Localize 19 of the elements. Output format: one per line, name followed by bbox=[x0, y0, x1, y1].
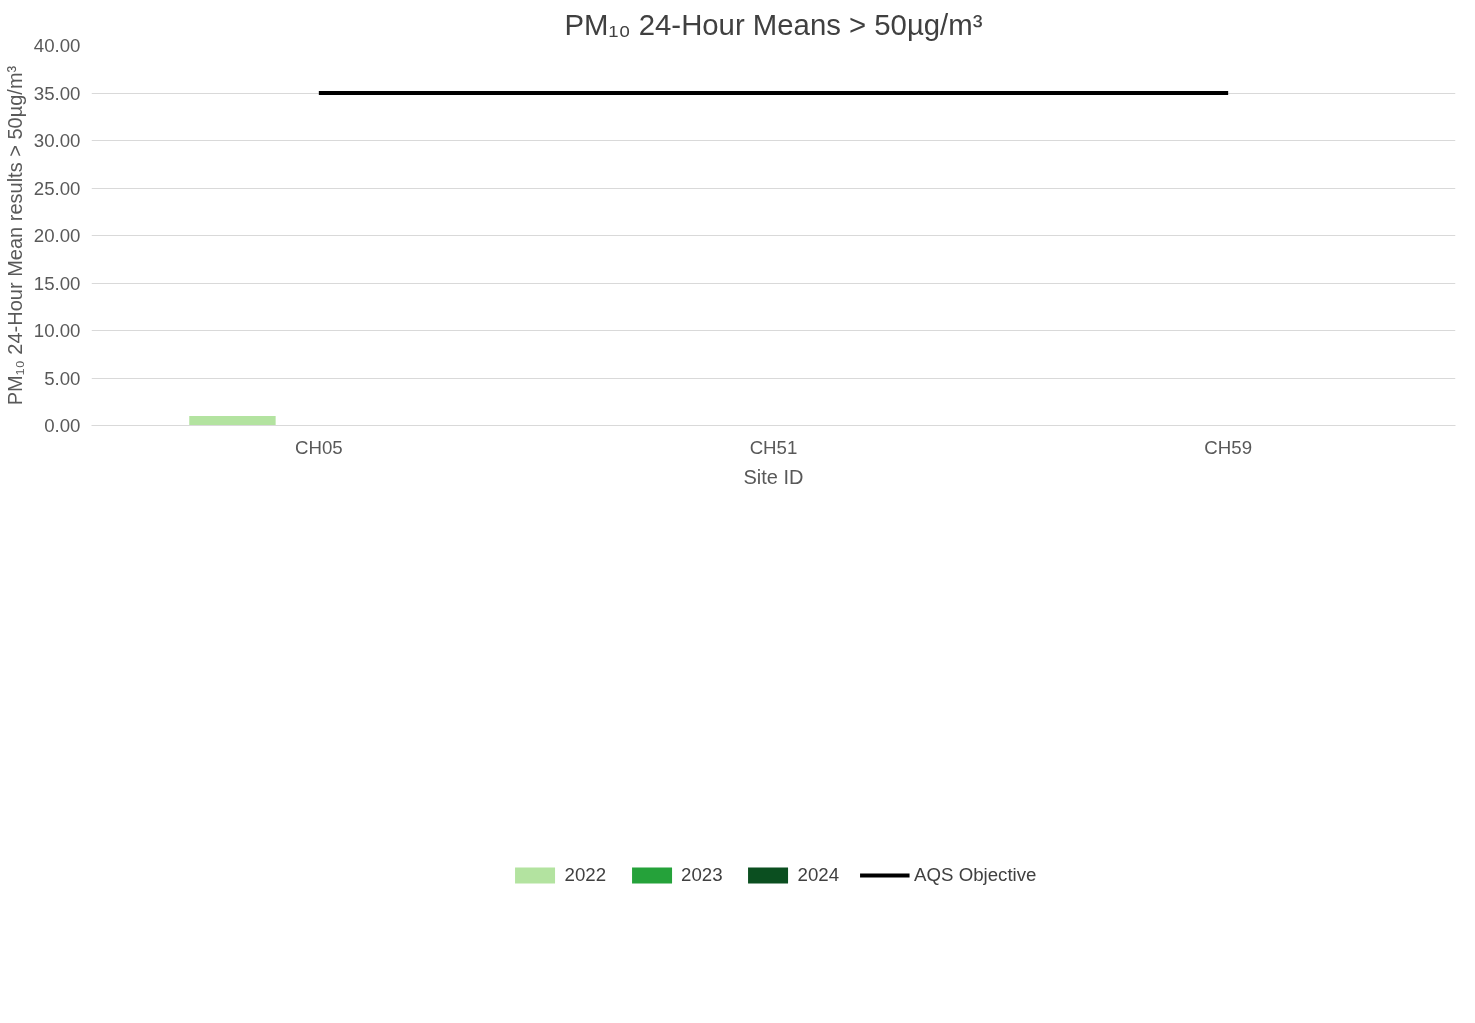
y-tick-label: 5.00 bbox=[44, 367, 81, 389]
y-tick-label: 25.00 bbox=[33, 177, 81, 199]
chart-title: PM₁₀ 24-Hour Means > 50µg/m³ bbox=[564, 7, 983, 41]
legend-label: 2024 bbox=[797, 863, 840, 886]
x-tick-label: CH59 bbox=[1204, 436, 1253, 458]
y-tick-label: 20.00 bbox=[33, 225, 81, 246]
x-axis-title: Site ID bbox=[743, 465, 804, 488]
y-tick-label: 15.00 bbox=[33, 272, 81, 294]
y-tick-label: 10.00 bbox=[33, 320, 81, 341]
y-tick-label: 35.00 bbox=[33, 82, 81, 104]
y-tick-label: 0.00 bbox=[44, 415, 81, 436]
y-tick-label: 30.00 bbox=[33, 130, 81, 151]
legend-label: AQS Objective bbox=[914, 863, 1037, 886]
legend-label: 2023 bbox=[681, 863, 723, 886]
y-axis-title: PM₁₀ 24-Hour Mean results > 50µg/m³ bbox=[3, 65, 26, 406]
y-tick-label: 40.00 bbox=[33, 35, 81, 56]
legend-label: 2022 bbox=[564, 863, 607, 886]
x-tick-label: CH51 bbox=[749, 436, 798, 458]
x-tick-label: CH05 bbox=[294, 436, 343, 458]
